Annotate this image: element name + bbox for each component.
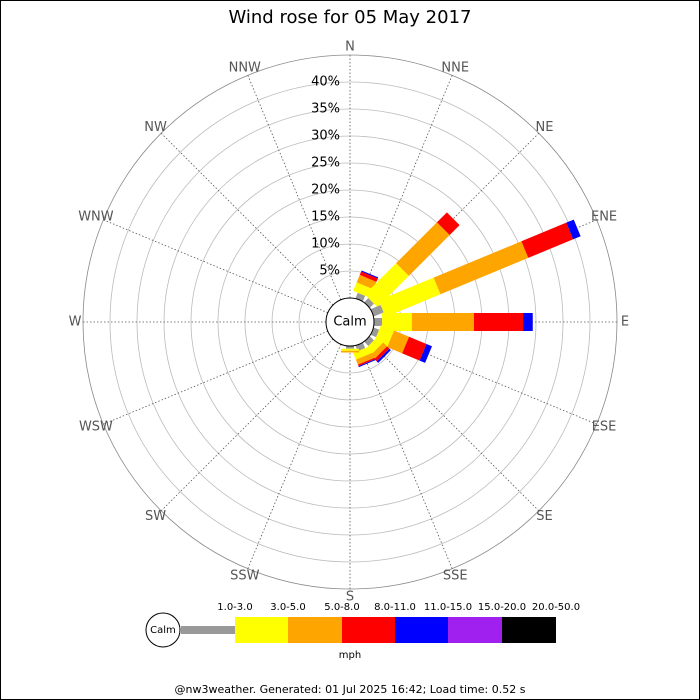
bar-segment xyxy=(387,330,410,354)
r-tick-label: 25% xyxy=(311,156,340,171)
grid-circle xyxy=(109,81,591,563)
calm-label: Calm xyxy=(333,315,366,330)
r-tick-label: 30% xyxy=(311,129,340,144)
calm-circle xyxy=(325,297,375,347)
direction-label: ESE xyxy=(592,420,617,435)
direction-label: NNE xyxy=(441,60,469,75)
bar-segment xyxy=(364,263,409,308)
bar-segment xyxy=(419,343,432,363)
direction-label: NW xyxy=(144,120,167,135)
bar-segment xyxy=(370,304,384,317)
bar-segment xyxy=(356,274,377,290)
legend-label: 20.0-50.0 xyxy=(532,602,580,613)
legend-label: 11.0-15.0 xyxy=(424,602,472,613)
bar-segment xyxy=(341,350,359,353)
bar-segment xyxy=(353,346,373,360)
r-tick-label: 20% xyxy=(311,183,340,198)
r-tick-label: 35% xyxy=(311,102,340,117)
legend-label: 5.0-8.0 xyxy=(324,602,359,613)
direction-label: WSW xyxy=(79,420,113,435)
bar-segment xyxy=(382,313,412,331)
direction-label: ENE xyxy=(591,209,617,224)
direction-label: SW xyxy=(145,509,166,524)
bar-segment xyxy=(370,342,388,360)
bar-segment xyxy=(364,298,374,308)
bar-segment xyxy=(411,313,474,331)
legend-swatch xyxy=(235,617,288,643)
bar-segment xyxy=(346,346,354,349)
bar-segment xyxy=(357,357,376,367)
footer: @nw3weather. Generated: 01 Jul 2025 16:4… xyxy=(175,683,526,696)
legend-unit: mph xyxy=(339,650,361,661)
legend-swatch xyxy=(342,617,395,643)
bar-segment xyxy=(374,318,383,326)
legend-label: 15.0-20.0 xyxy=(478,602,526,613)
bar-segment xyxy=(523,313,533,331)
direction-label: SE xyxy=(536,509,552,524)
direction-label: SSW xyxy=(230,569,260,584)
bar-segment xyxy=(355,352,375,365)
chart-title: Wind rose for 05 May 2017 xyxy=(229,7,472,28)
direction-label: W xyxy=(69,315,82,330)
r-tick-label: 40% xyxy=(311,75,340,90)
legend-swatch xyxy=(288,617,342,643)
bar-segment xyxy=(566,219,581,240)
bar-segment xyxy=(364,336,374,346)
legend-calm xyxy=(145,612,181,648)
direction-label: NE xyxy=(535,120,553,135)
bar-segment xyxy=(378,277,441,317)
legend-label: 1.0-3.0 xyxy=(217,602,252,613)
direction-label: WNW xyxy=(78,209,114,224)
legend-swatch xyxy=(502,617,556,643)
bar-segment xyxy=(374,346,390,362)
r-tick-label: 15% xyxy=(311,210,340,225)
direction-label: SSE xyxy=(443,569,468,584)
bar-segment xyxy=(433,241,529,295)
bar-segment xyxy=(436,212,460,236)
legend-label: 8.0-11.0 xyxy=(374,602,416,613)
bar-segment xyxy=(402,336,427,361)
legend-swatch xyxy=(448,617,502,643)
legend-label: 3.0-5.0 xyxy=(270,602,305,613)
bar-segment xyxy=(341,348,359,351)
legend-swatch xyxy=(395,617,448,643)
bar-segment xyxy=(359,271,378,282)
direction-label: E xyxy=(621,315,629,330)
direction-label: S xyxy=(346,590,354,605)
bar-segment xyxy=(358,359,376,368)
bar-segment xyxy=(473,313,524,331)
bar-segment xyxy=(361,270,379,279)
direction-label: N xyxy=(345,40,355,55)
bar-segment xyxy=(521,222,574,258)
r-tick-label: 5% xyxy=(319,264,340,279)
legend-calm-label: Calm xyxy=(150,625,176,636)
direction-label: NNW xyxy=(229,60,261,75)
bar-segment xyxy=(376,348,391,363)
r-tick-label: 10% xyxy=(311,237,340,252)
bar-segment xyxy=(396,222,450,276)
legend-swatch xyxy=(181,626,235,634)
